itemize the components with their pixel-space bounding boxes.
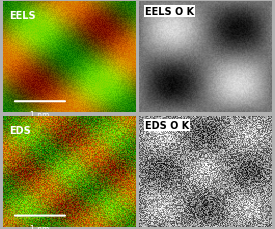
Text: EELS: EELS (9, 11, 36, 21)
Text: EDS O K: EDS O K (145, 121, 189, 131)
Text: 1 nm: 1 nm (30, 224, 50, 229)
Text: 1 nm: 1 nm (30, 111, 50, 120)
Text: EELS O K: EELS O K (145, 7, 194, 17)
Text: EDS: EDS (9, 125, 31, 135)
